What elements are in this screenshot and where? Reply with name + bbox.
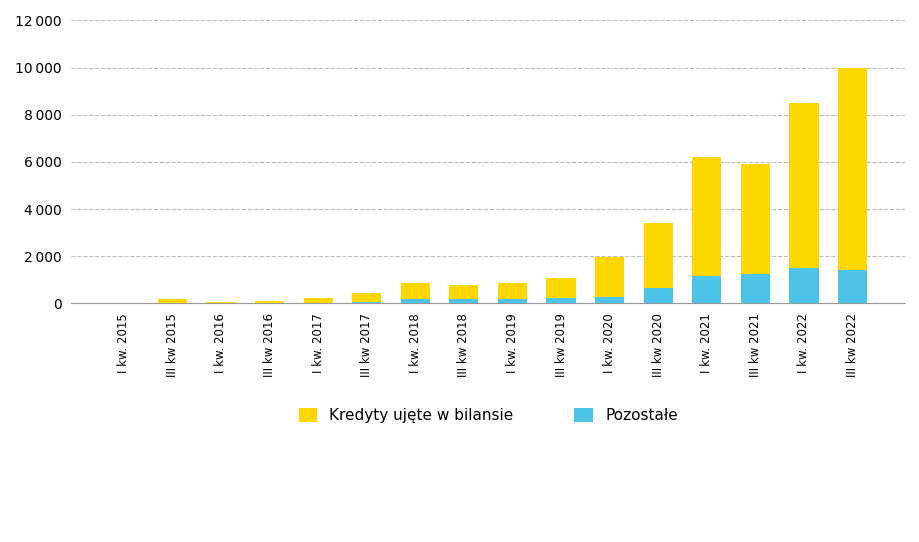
Bar (546, 298, 575, 304)
Bar (255, 301, 284, 303)
Legend: Kredyty ujęte w bilansie, Pozostałe: Kredyty ujęte w bilansie, Pozostałe (299, 408, 677, 423)
Bar (595, 257, 623, 297)
Bar (595, 297, 623, 304)
Bar (837, 270, 867, 304)
Bar (206, 302, 235, 303)
Bar (352, 293, 380, 302)
Bar (303, 303, 333, 304)
Bar (109, 303, 138, 304)
Bar (546, 278, 575, 298)
Bar (691, 157, 720, 276)
Bar (837, 68, 867, 270)
Bar (158, 299, 187, 304)
Bar (789, 103, 818, 268)
Bar (401, 283, 429, 299)
Bar (691, 276, 720, 304)
Bar (303, 299, 333, 303)
Bar (255, 303, 284, 304)
Bar (740, 274, 769, 304)
Bar (497, 283, 527, 299)
Bar (643, 223, 672, 288)
Bar (643, 288, 672, 304)
Bar (401, 299, 429, 304)
Bar (497, 299, 527, 304)
Bar (448, 300, 478, 304)
Bar (448, 285, 478, 300)
Bar (740, 164, 769, 274)
Bar (789, 268, 818, 304)
Bar (352, 302, 380, 304)
Bar (206, 303, 235, 304)
